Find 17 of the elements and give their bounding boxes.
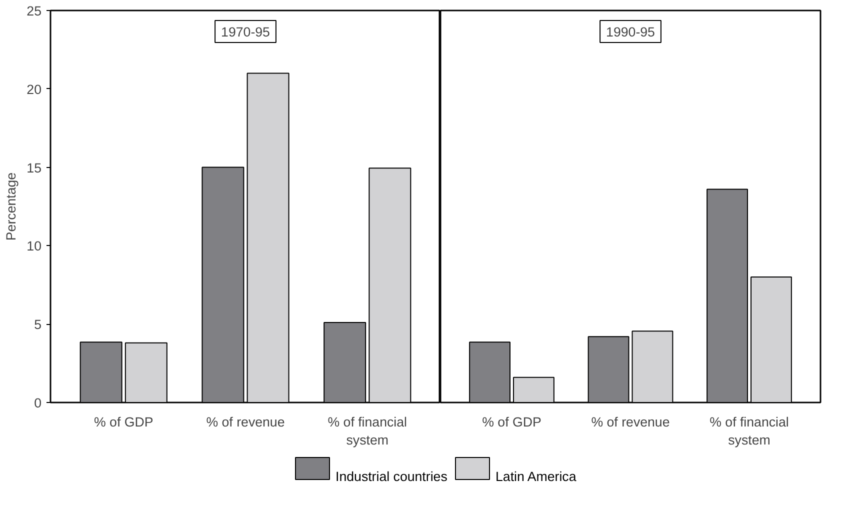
y-tick-label: 25 xyxy=(26,4,42,18)
legend-label: Latin America xyxy=(496,469,577,484)
y-tick-label: 10 xyxy=(26,238,42,254)
y-tick-label: 20 xyxy=(26,82,42,97)
annotation: 1970-95 xyxy=(221,24,270,40)
y-axis-title: Percentage xyxy=(4,172,19,241)
x-tick-label: % of revenue xyxy=(206,414,285,430)
x-tick-label: % of revenue xyxy=(591,414,670,430)
legend-label: Industrial countries xyxy=(336,469,448,484)
y-tick-label: 15 xyxy=(26,160,42,176)
x-tick-label: % of financial system xyxy=(328,414,408,448)
annotation: 1990-95 xyxy=(606,24,655,40)
x-tick-label: % of GDP xyxy=(482,414,542,430)
x-tick-label: % of GDP xyxy=(94,414,154,430)
y-tick-label: 0 xyxy=(34,396,42,410)
y-tick-label: 5 xyxy=(34,317,42,332)
x-tick-label: % of financial system xyxy=(710,414,789,448)
